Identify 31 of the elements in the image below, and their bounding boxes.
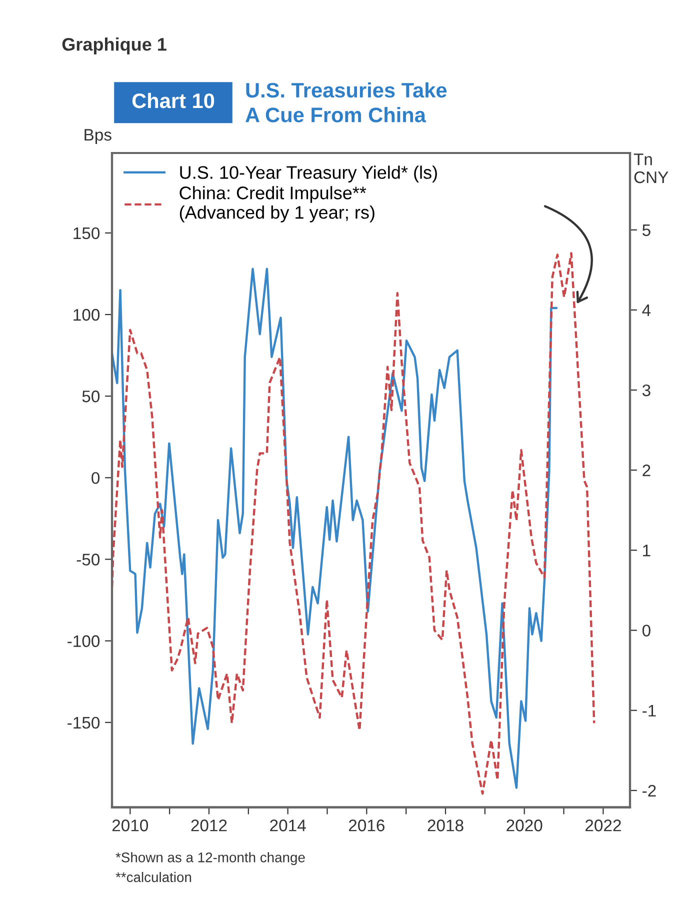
- y-axis-title: Bps: [84, 129, 112, 144]
- legend-label: China: Credit Impulse** (Advanced by 1 year; rs): [180, 186, 374, 222]
- text: Graphique 1: [62, 37, 166, 54]
- y-tick-label: -150: [68, 716, 100, 729]
- y2-tick-label: -1: [642, 704, 656, 716]
- x-tick-label: 2014: [270, 820, 306, 832]
- y-tick-label: 150: [74, 227, 100, 240]
- y2-tick-label: -2: [642, 784, 656, 797]
- y-tick-label: -50: [76, 554, 100, 566]
- caption: Chart 10: [132, 92, 214, 108]
- text: **calculation: [116, 872, 192, 882]
- y2-tick-label: 0: [642, 624, 650, 637]
- y-tick-label: 0: [92, 472, 100, 484]
- x-tick-label: 2020: [506, 820, 542, 832]
- y2-tick-label: 1: [643, 544, 650, 556]
- y2-tick-label: 4: [642, 304, 651, 316]
- y2-tick-label: 3: [642, 384, 650, 396]
- x-tick-label: 2016: [348, 820, 384, 832]
- legend-label: U.S. 10-Year Treasury Yield* (ls): [180, 166, 437, 182]
- y2-tick-label: 2: [642, 464, 650, 476]
- y2-tick-label: 5: [642, 224, 650, 236]
- y-tick-label: 100: [74, 308, 100, 321]
- y-tick-label: -100: [68, 635, 100, 648]
- chart-title: U.S. Treasuries Take A Cue From China: [246, 82, 447, 122]
- y-tick-label: 50: [82, 390, 100, 402]
- text: *Shown as a 12-month change: [116, 852, 305, 866]
- y2-axis-title: Tn CNY: [634, 154, 668, 184]
- x-tick-label: 2022: [585, 820, 621, 832]
- x-tick-label: 2010: [112, 820, 148, 832]
- x-tick-label: 2012: [191, 820, 227, 832]
- x-tick-label: 2018: [428, 820, 464, 832]
